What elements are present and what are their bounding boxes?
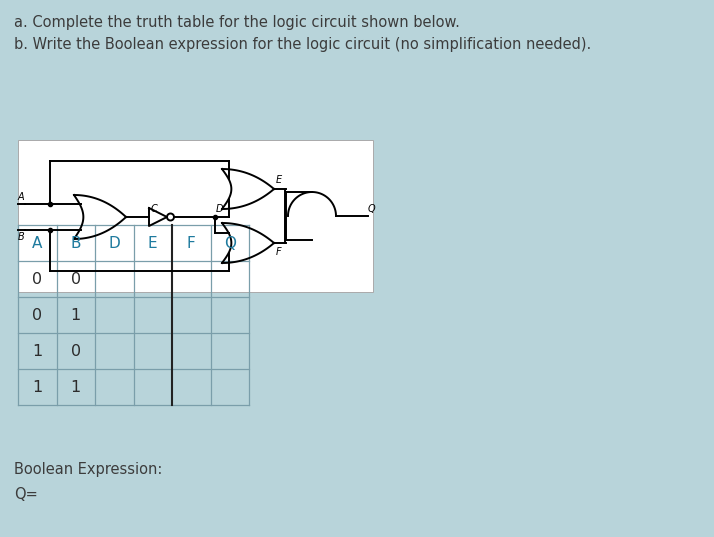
Text: C: C: [150, 204, 157, 214]
Text: Q: Q: [223, 236, 236, 250]
Text: D: D: [109, 236, 120, 250]
Text: 1: 1: [71, 380, 81, 395]
Text: F: F: [276, 247, 281, 257]
Text: F: F: [187, 236, 196, 250]
Text: 1: 1: [32, 380, 42, 395]
Text: B: B: [18, 232, 25, 242]
Text: 0: 0: [71, 344, 81, 359]
Text: 0: 0: [32, 272, 42, 287]
Text: A: A: [32, 236, 42, 250]
Text: 1: 1: [71, 308, 81, 323]
Text: Boolean Expression:: Boolean Expression:: [14, 462, 162, 477]
FancyBboxPatch shape: [18, 140, 373, 292]
Text: Q=: Q=: [14, 487, 38, 502]
Text: 0: 0: [32, 308, 42, 323]
Text: b. Write the Boolean expression for the logic circuit (no simplification needed): b. Write the Boolean expression for the …: [14, 37, 591, 52]
Text: A: A: [18, 192, 24, 202]
Text: D: D: [216, 204, 223, 214]
Text: E: E: [276, 175, 282, 185]
Text: B: B: [71, 236, 81, 250]
Text: 1: 1: [32, 344, 42, 359]
Text: Q: Q: [368, 204, 376, 214]
Text: 0: 0: [71, 272, 81, 287]
Text: E: E: [148, 236, 158, 250]
Text: a. Complete the truth table for the logic circuit shown below.: a. Complete the truth table for the logi…: [14, 15, 460, 30]
